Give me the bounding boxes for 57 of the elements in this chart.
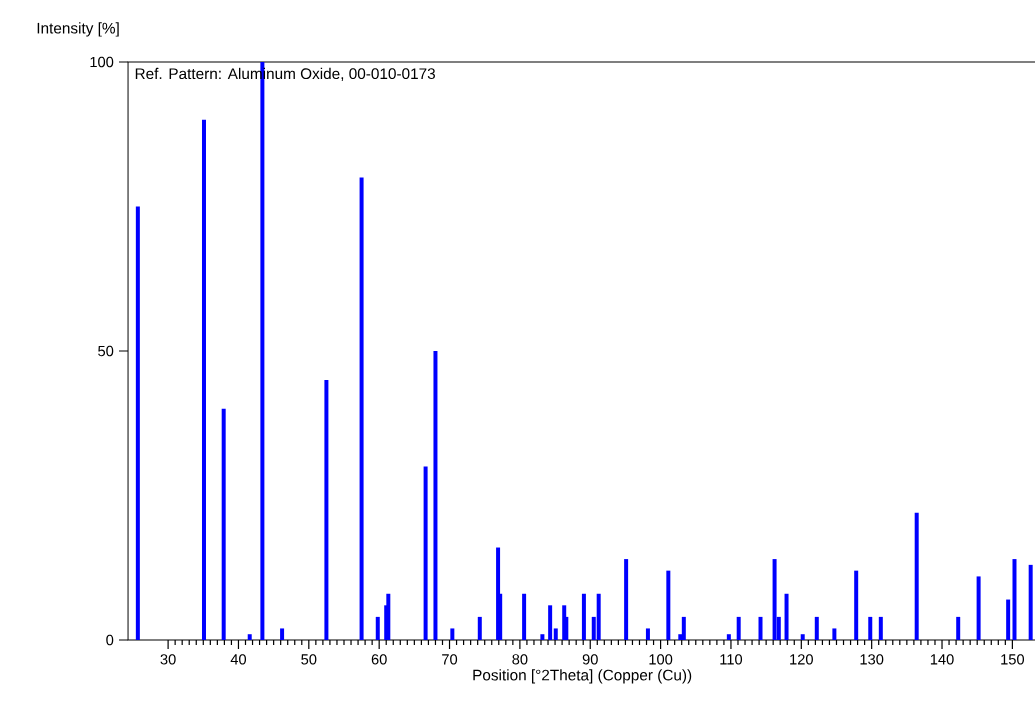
bar — [914, 512, 919, 640]
y-tick-label: 0 — [106, 634, 114, 646]
x-tick-label: 30 — [160, 654, 176, 665]
y-tick-label: 100 — [90, 56, 114, 68]
bar — [553, 628, 558, 640]
bar — [135, 206, 140, 640]
bar — [280, 628, 285, 640]
bar — [548, 605, 553, 640]
y-tick-label: 50 — [98, 345, 114, 357]
bar — [832, 628, 837, 640]
bar — [800, 634, 805, 640]
bar — [596, 593, 601, 640]
bar — [681, 616, 686, 640]
x-tick-label: 110 — [720, 654, 743, 665]
bar — [1006, 599, 1011, 640]
bar — [247, 634, 252, 640]
bar — [540, 634, 545, 640]
bar — [581, 593, 586, 640]
bar — [854, 570, 859, 640]
bar — [624, 559, 629, 640]
x-tick-label: 40 — [230, 654, 247, 665]
bar — [1012, 559, 1017, 640]
bar — [956, 616, 961, 640]
x-tick-label: 120 — [790, 654, 813, 665]
bar — [976, 576, 981, 640]
x-tick-label: 140 — [930, 654, 954, 665]
bar — [772, 559, 777, 640]
bar — [423, 466, 428, 640]
bar — [221, 408, 226, 640]
x-tick-label: 70 — [442, 654, 458, 665]
bar — [868, 616, 873, 640]
bar — [726, 634, 731, 640]
x-tick-label: 60 — [371, 654, 387, 665]
x-tick-label: 80 — [512, 654, 528, 665]
x-tick-label: 50 — [301, 654, 317, 665]
bar — [450, 628, 455, 640]
bar — [645, 628, 650, 640]
bar — [666, 570, 671, 640]
bar — [736, 616, 741, 640]
x-tick-label: 100 — [649, 654, 673, 665]
x-axis-title: Position [°2Theta] (Copper (Cu)) — [473, 669, 692, 684]
bar — [433, 351, 438, 640]
bar — [359, 177, 364, 640]
bar — [375, 616, 380, 640]
bar — [784, 593, 789, 640]
y-axis-title: Intensity [%] — [37, 22, 119, 37]
bar — [758, 616, 763, 640]
bar — [878, 616, 883, 640]
bar — [814, 616, 819, 640]
bar — [201, 119, 206, 640]
bar — [324, 379, 329, 640]
x-tick-label: 150 — [1001, 654, 1025, 665]
x-tick-label: 130 — [860, 654, 884, 665]
x-tick-label: 90 — [582, 654, 598, 665]
bar — [522, 593, 527, 640]
bar — [1028, 564, 1033, 640]
bar — [477, 616, 482, 640]
